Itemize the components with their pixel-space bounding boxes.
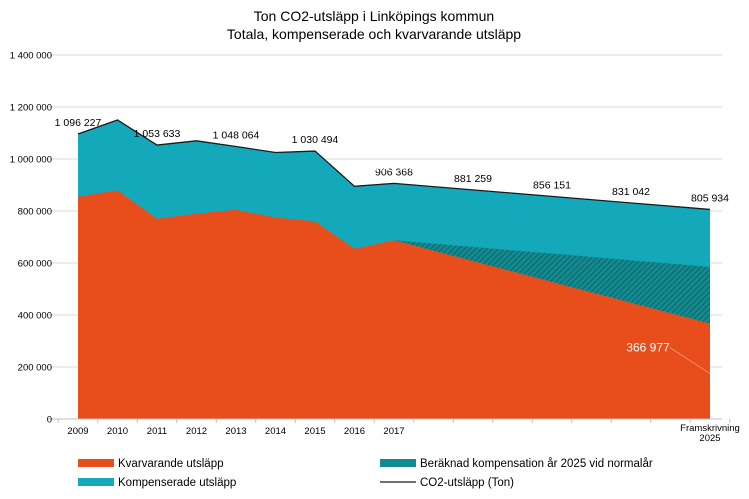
y-axis: 0 200 000 400 000 600 000 800 000 1 000 000 1 … — [10, 51, 52, 426]
y-tick-label: 800 000 — [18, 207, 52, 218]
x-tick-label: Framskrivning — [680, 423, 740, 434]
data-label: 906 368 — [375, 166, 413, 178]
x-tick-label: 2013 — [225, 426, 246, 437]
x-tick-label: 2010 — [107, 426, 128, 437]
data-label: 881 259 — [454, 173, 492, 185]
legend-label: Kvarvarande utsläpp — [118, 458, 223, 470]
y-tick-label: 600 000 — [18, 259, 52, 270]
data-label: 1 053 633 — [134, 128, 181, 140]
x-tick-label: 2014 — [265, 426, 286, 437]
y-tick-label: 1 200 000 — [10, 103, 52, 114]
legend-swatch — [380, 459, 416, 467]
chart-title: Ton CO2-utsläpp i Linköpings kommun Tota… — [227, 8, 521, 42]
x-tick-label: 2015 — [304, 426, 325, 437]
data-label: 805 934 — [691, 192, 729, 204]
area-kvarvarande-utslapp — [78, 190, 710, 419]
x-tick-label: 2017 — [383, 426, 404, 437]
data-label: 366 977 — [626, 341, 670, 355]
legend-swatch — [78, 459, 114, 467]
legend-label: CO2-utsläpp (Ton) — [420, 477, 514, 489]
chart-title-line-1: Ton CO2-utsläpp i Linköpings kommun — [254, 8, 494, 24]
line-co2-utslapp — [77, 119, 711, 211]
x-tick-label: 2016 — [344, 426, 365, 437]
y-tick-label: 400 000 — [18, 311, 52, 322]
x-axis: 2009 2010 2011 2012 2013 2014 2015 2016 2017 Fram… — [48, 418, 740, 444]
data-labels: 1 096 227 1 053 633 1 048 064 1 030 494 906 … — [55, 117, 729, 374]
data-label: 1 048 064 — [213, 130, 260, 142]
x-tick-label: 2009 — [67, 426, 88, 437]
y-tick-label: 200 000 — [18, 363, 52, 374]
data-label: 1 096 227 — [55, 117, 102, 129]
data-label: 831 042 — [612, 186, 650, 198]
legend-swatch — [78, 478, 114, 486]
x-tick-label: 2011 — [147, 426, 167, 437]
legend-label: Kompenserade utsläpp — [118, 477, 236, 489]
legend: Kvarvarande utsläpp Beräknad kompensation… — [78, 458, 653, 489]
data-label: 687 402 — [372, 159, 416, 173]
chart-title-line-2: Totala, kompenserade och kvarvarande uts… — [227, 26, 521, 42]
data-label: 1 030 494 — [292, 134, 339, 146]
y-tick-label: 1 000 000 — [10, 155, 52, 166]
x-tick-label: 2012 — [186, 426, 207, 437]
x-tick-label: 2025 — [699, 433, 720, 444]
data-label-leader — [669, 347, 711, 374]
y-tick-label: 1 400 000 — [10, 51, 52, 62]
data-label: 856 151 — [533, 179, 571, 191]
plot-areas — [77, 119, 711, 419]
y-tick-label: 0 — [47, 415, 52, 426]
legend-label: Beräknad kompensation år 2025 vid normal… — [420, 458, 653, 470]
